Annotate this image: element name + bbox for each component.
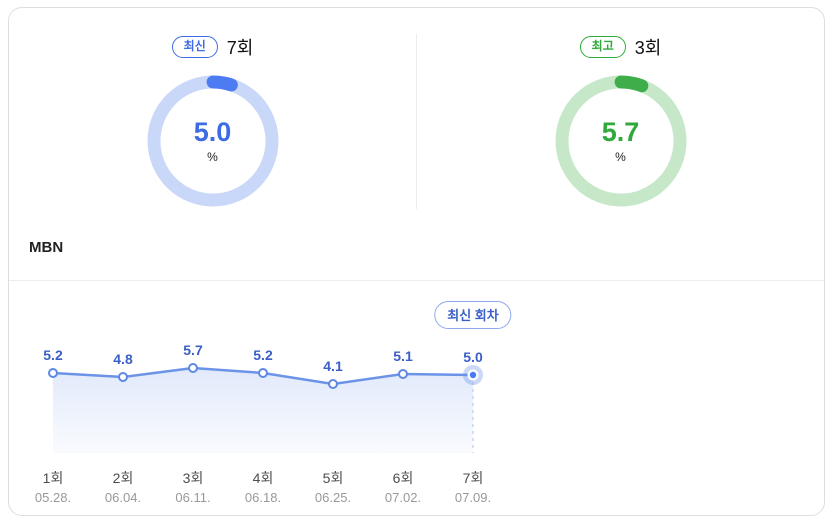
chart-point [398,369,408,379]
latest-gauge-header: 최신 7회 [171,34,254,60]
ratings-card: 최신 7회 5.0 % 최고 3회 [8,7,825,516]
chart-value-label: 5.0 [463,349,483,365]
chart-point [258,368,268,378]
latest-donut: 5.0 % [145,73,281,209]
section-divider [9,280,824,281]
line-chart: 5.2 1회 05.28. 4.8 2회 06.04. 5.7 3회 06.11. 5.2 4회 06… [35,342,491,505]
x-axis-episode-label: 3회 [183,470,204,486]
chart-area-fill [53,368,473,453]
best-donut: 5.7 % [553,73,689,209]
latest-episode-number: 7회 [226,38,254,58]
x-axis-date-label: 06.25. [315,490,351,505]
latest-rating-gauge: 최신 7회 5.0 % [9,34,416,209]
x-axis-episode-label: 2회 [113,470,134,486]
best-rating-value: 5.7 [601,116,640,147]
chart-value-label: 5.1 [393,348,413,364]
latest-point [469,371,477,379]
chart-value-label: 4.8 [113,351,133,367]
latest-rating-unit: % [207,149,218,164]
best-rating-gauge: 최고 3회 5.7 % [417,34,824,209]
x-axis-date-label: 06.04. [105,490,141,505]
donut-segment [555,75,686,207]
best-rating-unit: % [615,149,626,164]
summary-section: 최신 7회 5.0 % 최고 3회 [9,8,824,217]
channel-name: MBN [29,239,64,256]
best-badge: 최고 [579,35,626,59]
latest-episode-callout: 최신 회차 [434,301,512,329]
chart-point [48,368,58,378]
x-axis-date-label: 05.28. [35,490,71,505]
x-axis-episode-label: 1회 [43,470,64,486]
x-axis-date-label: 06.18. [245,490,281,505]
x-axis-date-label: 07.09. [455,490,491,505]
ratings-trend-chart: 최신 회차 5.2 1회 05.28. 4.8 2회 06.04. 5.7 3회 06.11. 5… [25,295,808,509]
best-episode-number: 3회 [634,38,662,58]
best-donut-center: 5.7 % [553,73,689,209]
best-gauge-header: 최고 3회 [579,34,662,60]
x-axis-episode-label: 7회 [463,470,484,486]
chart-value-label: 5.2 [253,347,273,363]
chart-value-label: 4.1 [323,358,343,374]
best-donut-chart [555,75,686,207]
x-axis-episode-label: 5회 [323,470,344,486]
chart-value-label: 5.2 [43,347,63,363]
latest-donut-chart [147,75,278,207]
chart-value-label: 5.7 [183,342,203,358]
chart-point [328,379,338,389]
donut-segment [147,75,278,207]
chart-point [118,372,128,382]
vertical-divider [416,34,417,209]
chart-point [188,363,198,373]
latest-rating-value: 5.0 [193,116,232,147]
x-axis-episode-label: 4회 [253,470,274,486]
latest-badge: 최신 [171,35,218,59]
x-axis-episode-label: 6회 [393,470,414,486]
x-axis-date-label: 06.11. [175,490,210,505]
x-axis-date-label: 07.02. [385,490,421,505]
latest-donut-center: 5.0 % [145,73,281,209]
